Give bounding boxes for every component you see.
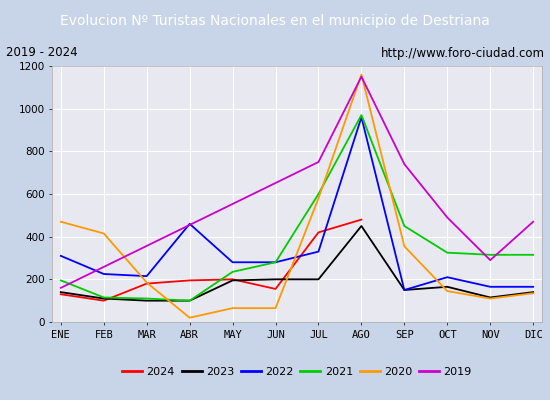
- Text: Evolucion Nº Turistas Nacionales en el municipio de Destriana: Evolucion Nº Turistas Nacionales en el m…: [60, 14, 490, 28]
- Legend: 2024, 2023, 2022, 2021, 2020, 2019: 2024, 2023, 2022, 2021, 2020, 2019: [118, 362, 476, 382]
- Text: http://www.foro-ciudad.com: http://www.foro-ciudad.com: [381, 46, 544, 60]
- Text: 2019 - 2024: 2019 - 2024: [6, 46, 77, 60]
